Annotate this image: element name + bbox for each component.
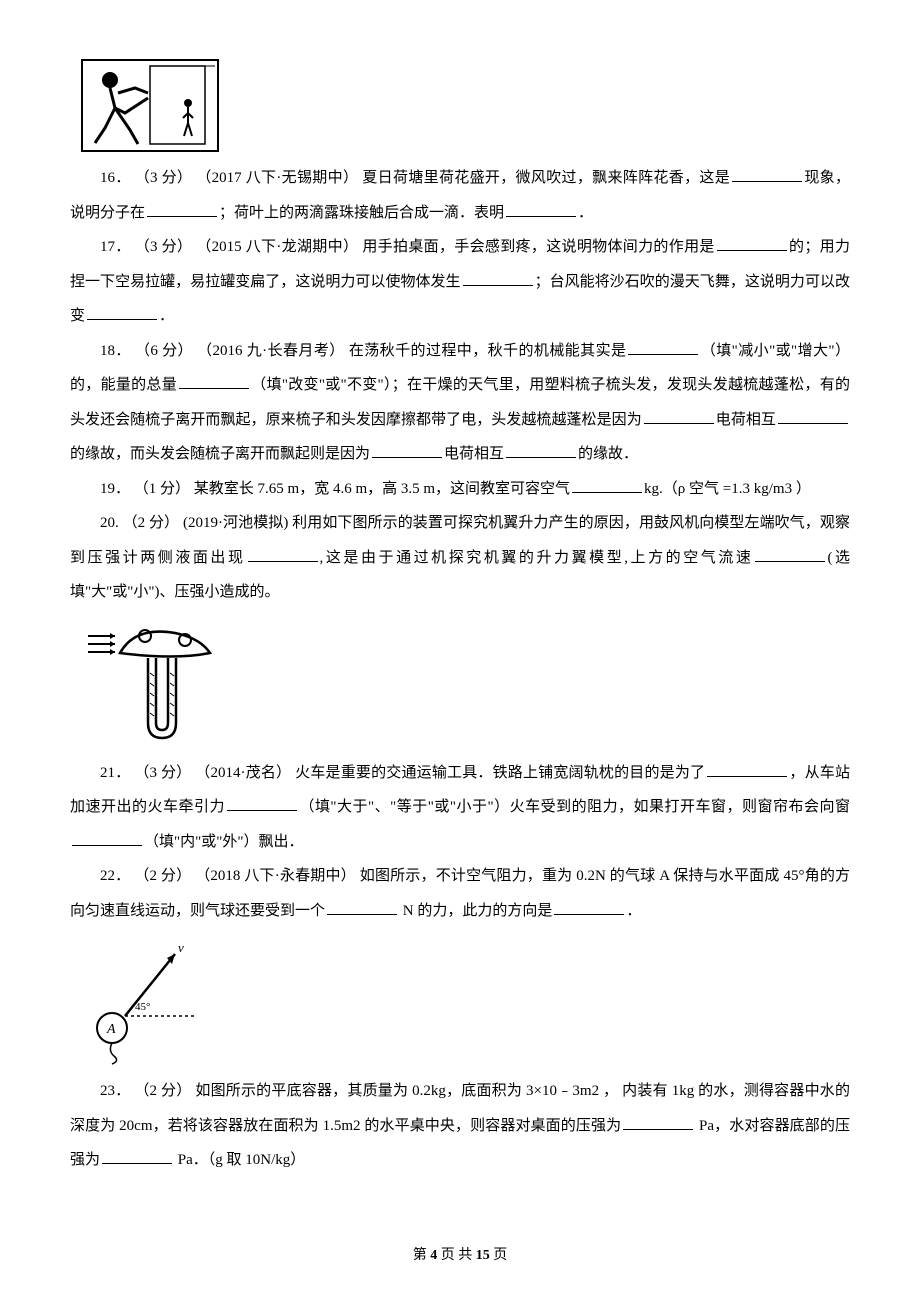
q22-points: （2 分） — [134, 868, 191, 884]
q20-blank-1 — [248, 547, 318, 562]
question-19: 19． （1 分） 某教室长 7.65 m，宽 4.6 m，高 3.5 m，这间… — [70, 472, 850, 507]
q20-text-b: ,这是由于通过机探究机翼的升力翼模型,上方的空气流速 — [320, 550, 754, 566]
q22-number: 22． — [100, 868, 130, 884]
airfoil-svg — [80, 618, 230, 748]
q21-text-d: （填"内"或"外"）飘出． — [144, 834, 304, 850]
q17-text-d: ． — [159, 308, 174, 324]
svg-text:v: v — [178, 940, 184, 955]
q17-blank-2 — [463, 271, 533, 286]
figure-airfoil — [80, 618, 850, 748]
q19-points: （1 分） — [134, 481, 190, 497]
q18-text-e: 的缘故，而头发会随梳子离开而飘起则是因为 — [70, 446, 370, 462]
q18-blank-2 — [179, 374, 249, 389]
q18-source: （2016 九·长春月考） — [197, 343, 345, 359]
q18-number: 18． — [100, 343, 131, 359]
balloon-svg: v 45° A — [80, 936, 200, 1066]
q18-blank-4 — [778, 409, 848, 424]
figure-door-push — [80, 58, 850, 153]
q16-text-a: 夏日荷塘里荷花盛开，微风吹过，飘来阵阵花香，这是 — [362, 170, 730, 186]
q20-source: (2019·河池模拟) — [183, 515, 288, 531]
q22-text-b: N 的力，此力的方向是 — [399, 903, 552, 919]
door-push-svg — [80, 58, 220, 153]
q21-number: 21． — [100, 765, 130, 781]
q17-source: （2015 八下·龙湖期中） — [196, 239, 358, 255]
q16-blank-1 — [732, 167, 802, 182]
q18-blank-5 — [372, 443, 442, 458]
q23-blank-2 — [102, 1149, 172, 1164]
question-18: 18． （6 分） （2016 九·长春月考） 在荡秋千的过程中，秋千的机械能其… — [70, 334, 850, 472]
q16-points: （3 分） — [135, 170, 193, 186]
q20-points: （2 分） — [123, 515, 180, 531]
footer-text-a: 第 — [413, 1248, 431, 1263]
footer-text-b: 页 共 — [437, 1248, 476, 1263]
q20-blank-2 — [755, 547, 825, 562]
q16-text-c: ；荷叶上的两滴露珠接触后合成一滴．表明 — [219, 205, 504, 221]
q21-text-a: 火车是重要的交通运输工具．铁路上铺宽阔轨枕的目的是为了 — [295, 765, 705, 781]
q17-number: 17． — [100, 239, 131, 255]
q20-number: 20. — [100, 515, 119, 531]
q22-text-c: ． — [626, 903, 641, 919]
q23-number: 23． — [100, 1083, 130, 1099]
q22-blank-2 — [554, 900, 624, 915]
q17-blank-3 — [87, 305, 157, 320]
question-17: 17． （3 分） （2015 八下·龙湖期中） 用手拍桌面，手会感到疼，这说明… — [70, 230, 850, 334]
q18-blank-3 — [644, 409, 714, 424]
q19-text-b: kg.（ρ 空气 =1.3 kg/m3 ） — [644, 481, 811, 497]
question-16: 16． （3 分） （2017 八下·无锡期中） 夏日荷塘里荷花盛开，微风吹过，… — [70, 161, 850, 230]
q18-text-f: 电荷相互 — [444, 446, 504, 462]
q16-blank-3 — [506, 202, 576, 217]
q18-text-a: 在荡秋千的过程中，秋千的机械能其实是 — [349, 343, 627, 359]
q23-text-c: Pa．（g 取 10N/kg） — [174, 1152, 305, 1168]
q19-blank-1 — [572, 478, 642, 493]
q21-blank-2 — [227, 796, 297, 811]
q17-points: （3 分） — [135, 239, 193, 255]
q21-blank-3 — [72, 831, 142, 846]
q21-blank-1 — [707, 762, 787, 777]
question-21: 21． （3 分） （2014·茂名） 火车是重要的交通运输工具．铁路上铺宽阔轨… — [70, 756, 850, 860]
q18-blank-1 — [628, 340, 698, 355]
question-22: 22． （2 分） （2018 八下·永春期中） 如图所示，不计空气阻力，重为 … — [70, 859, 850, 928]
svg-text:A: A — [106, 1022, 116, 1037]
q22-source: （2018 八下·永春期中） — [195, 868, 356, 884]
footer-text-c: 页 — [490, 1248, 508, 1263]
page-footer: 第 4 页 共 15 页 — [0, 1240, 920, 1272]
q17-text-a: 用手拍桌面，手会感到疼，这说明物体间力的作用是 — [362, 239, 714, 255]
q23-blank-1 — [623, 1115, 693, 1130]
q16-blank-2 — [147, 202, 217, 217]
question-20: 20. （2 分） (2019·河池模拟) 利用如下图所示的装置可探究机翼升力产… — [70, 506, 850, 610]
svg-text:45°: 45° — [135, 1001, 150, 1013]
q19-text-a: 某教室长 7.65 m，宽 4.6 m，高 3.5 m，这间教室可容空气 — [194, 481, 570, 497]
q23-points: （2 分） — [134, 1083, 191, 1099]
footer-page-total: 15 — [476, 1248, 490, 1263]
q17-blank-1 — [717, 236, 787, 251]
q18-text-d: 电荷相互 — [716, 412, 776, 428]
q18-points: （6 分） — [135, 343, 193, 359]
q16-number: 16． — [100, 170, 131, 186]
q18-text-g: 的缘故． — [578, 446, 638, 462]
question-23: 23． （2 分） 如图所示的平底容器，其质量为 0.2kg，底面积为 3×10… — [70, 1074, 850, 1178]
q21-text-c: （填"大于"、"等于"或"小于"）火车受到的阻力，如果打开车窗，则窗帘布会向窗 — [299, 799, 850, 815]
q22-blank-1 — [327, 900, 397, 915]
q16-source: （2017 八下·无锡期中） — [196, 170, 358, 186]
q21-points: （3 分） — [134, 765, 191, 781]
q16-text-d: ． — [578, 205, 593, 221]
q21-source: （2014·茂名） — [195, 765, 291, 781]
q18-blank-6 — [506, 443, 576, 458]
q19-number: 19． — [100, 481, 130, 497]
figure-balloon: v 45° A — [80, 936, 850, 1066]
